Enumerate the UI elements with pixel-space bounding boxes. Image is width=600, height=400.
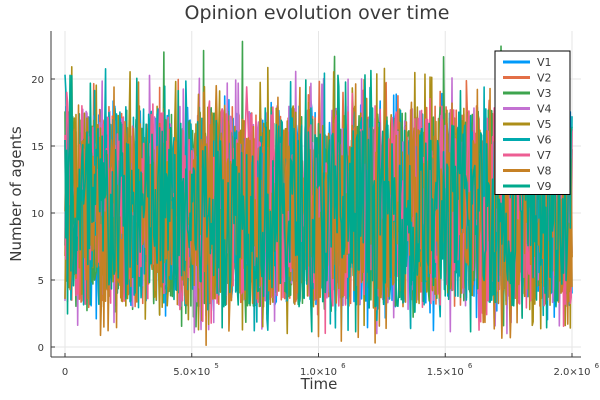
legend-label-v6: V6 xyxy=(537,134,552,147)
y-tick-label: 10 xyxy=(31,209,44,220)
y-tick-label: 20 xyxy=(31,75,44,86)
y-axis-label: Number of agents xyxy=(7,126,25,262)
x-tick-exponent: 5 xyxy=(214,362,218,370)
plot-series xyxy=(64,40,573,346)
legend-label-v5: V5 xyxy=(537,118,552,131)
x-tick-exponent: 6 xyxy=(468,362,473,370)
x-tick-exponent: 6 xyxy=(595,362,600,370)
legend-label-v9: V9 xyxy=(537,180,552,193)
x-tick-label: 2.0×10 xyxy=(553,367,590,378)
x-tick-exponent: 6 xyxy=(341,362,346,370)
x-tick-label: 5.0×10 xyxy=(173,367,210,378)
legend-label-v2: V2 xyxy=(537,72,552,85)
y-tick-label: 5 xyxy=(38,276,44,287)
legend-label-v7: V7 xyxy=(537,149,552,162)
legend-label-v8: V8 xyxy=(537,165,552,178)
legend-label-v4: V4 xyxy=(537,103,552,116)
y-tick-label: 0 xyxy=(38,343,44,354)
x-tick-label: 1.0×10 xyxy=(300,367,337,378)
legend-label-v1: V1 xyxy=(537,56,552,69)
x-ticks: 0 5.0×10 5 1.0×10 6 1.5×10 6 2.0×10 6 xyxy=(62,353,600,378)
axes xyxy=(50,31,581,358)
x-tick-label: 0 xyxy=(62,367,68,378)
legend: V1 V2 V3 V4 V5 V6 V7 V8 V9 xyxy=(494,50,571,195)
chart-title: Opinion evolution over time xyxy=(185,2,450,24)
x-axis-label: Time xyxy=(300,375,338,393)
x-tick-label: 1.5×10 xyxy=(427,367,464,378)
legend-label-v3: V3 xyxy=(537,87,552,100)
series-line-v9 xyxy=(64,69,573,333)
y-ticks: 0 5 10 15 20 xyxy=(31,75,55,354)
y-tick-label: 15 xyxy=(31,142,44,153)
